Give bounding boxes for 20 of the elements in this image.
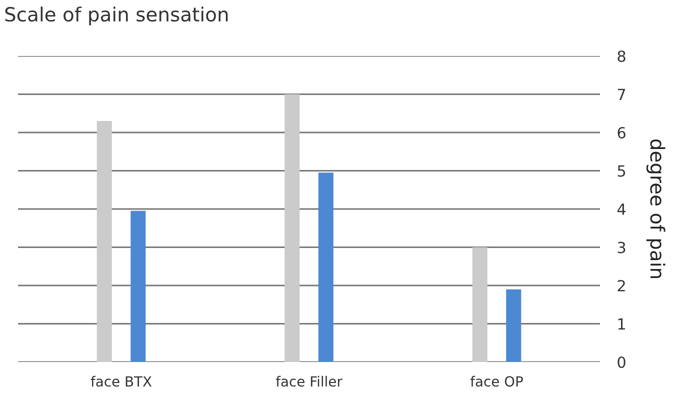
x-tick-label: face Filler — [276, 376, 342, 387]
y-tick-label: 0 — [618, 356, 626, 368]
bar — [284, 94, 300, 362]
y-tick-label: 2 — [618, 280, 625, 292]
y-tick-label: 4 — [617, 204, 626, 215]
y-axis-title: degree of pain — [646, 139, 666, 278]
y-tick-label: 1 — [618, 318, 625, 330]
y-tick-label: 7 — [618, 88, 626, 100]
y-tick-label: 5 — [618, 165, 626, 177]
bar — [506, 289, 522, 362]
bar — [472, 247, 488, 362]
x-tick-label: face OP — [470, 376, 523, 387]
y-tick-label: 6 — [618, 126, 626, 139]
x-tick-label: face BTX — [90, 376, 152, 387]
bar — [96, 121, 112, 362]
y-tick-label: 3 — [618, 242, 626, 254]
bar — [130, 210, 146, 362]
bar — [318, 172, 334, 362]
chart-title: Scale of pain sensation — [5, 6, 228, 26]
y-tick-label: 8 — [618, 50, 626, 62]
